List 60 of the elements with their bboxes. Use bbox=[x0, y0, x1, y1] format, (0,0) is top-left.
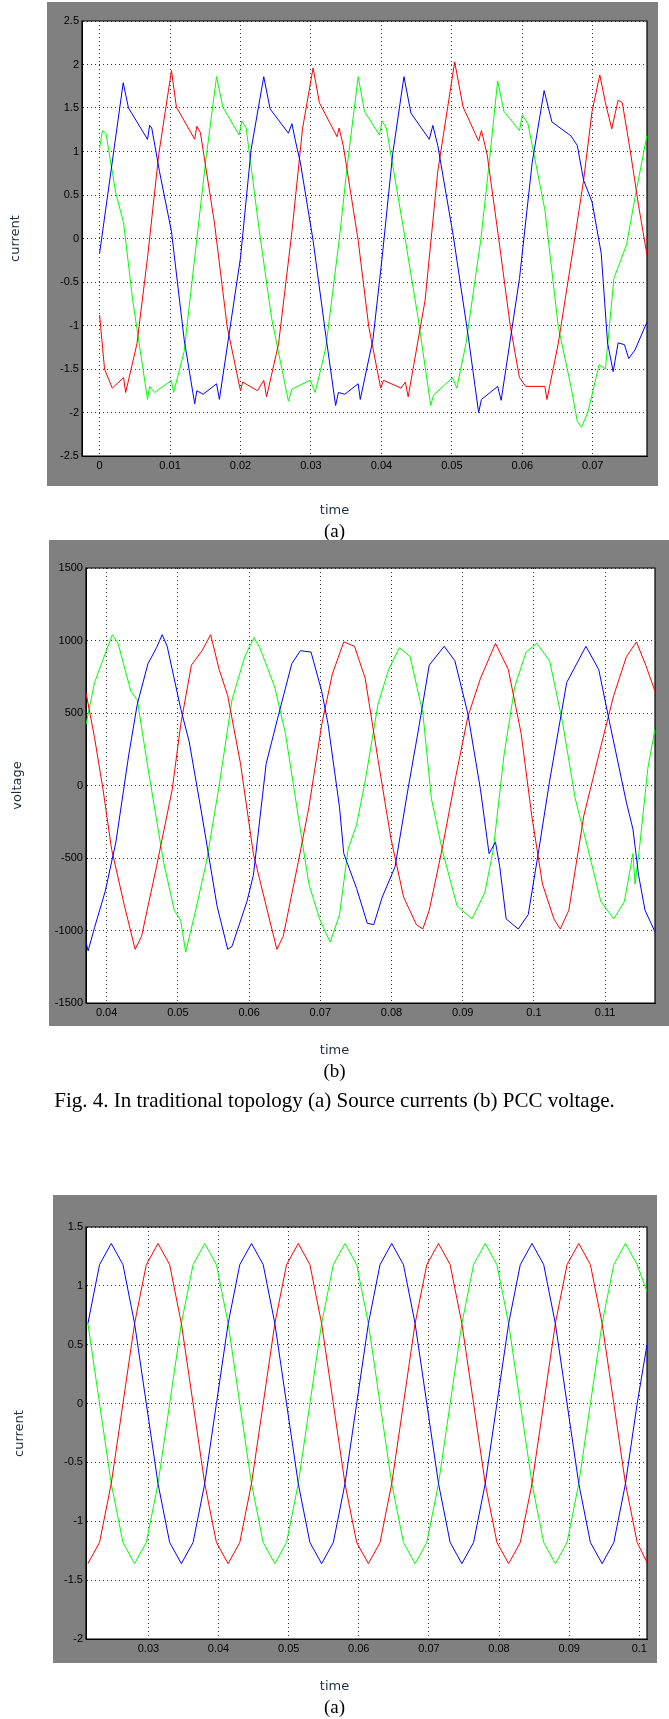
x-tick-label: 0.07 bbox=[582, 458, 604, 471]
x-tick-label: 0.07 bbox=[309, 1005, 332, 1018]
y-tick-label: 1.5 bbox=[63, 101, 79, 114]
text: (a) bbox=[322, 1696, 347, 1718]
y-tick-label: -1000 bbox=[54, 923, 83, 936]
y-tick-label: -0.5 bbox=[64, 1455, 83, 1468]
y-tick-label: 1 bbox=[72, 144, 79, 157]
y-tick-label: 0 bbox=[72, 231, 79, 244]
x-tick-label: 0.02 bbox=[229, 458, 252, 471]
x-tick-label: 0.1 bbox=[631, 1641, 647, 1654]
y-tick-label: 0.5 bbox=[67, 1337, 83, 1350]
y-tick-label: -1.5 bbox=[60, 362, 79, 375]
y-tick-label: 1.5 bbox=[67, 1220, 83, 1233]
x-tick-label: 0.09 bbox=[452, 1005, 474, 1018]
y-tick-label: 0 bbox=[76, 778, 83, 791]
y-tick-label: -2 bbox=[69, 405, 79, 418]
x-axis-title: time bbox=[318, 1041, 351, 1059]
x-tick-label: 0.08 bbox=[380, 1005, 403, 1018]
y-axis-title: current bbox=[10, 1409, 26, 1457]
y-tick-label: 0 bbox=[76, 1396, 83, 1409]
x-tick-label: 0.11 bbox=[594, 1005, 616, 1018]
x-tick-label: 0.06 bbox=[348, 1641, 370, 1654]
y-tick-label: -0.5 bbox=[60, 275, 79, 288]
y-tick-label: -2.5 bbox=[60, 449, 79, 462]
text: (a) bbox=[322, 520, 347, 542]
x-tick-label: 0.09 bbox=[558, 1641, 580, 1654]
x-tick-label: 0.04 bbox=[207, 1641, 230, 1654]
x-tick-label: 0.03 bbox=[137, 1641, 160, 1654]
y-tick-label: 1500 bbox=[58, 561, 83, 574]
y-tick-label: -1 bbox=[73, 1514, 83, 1527]
y-tick-label: -1500 bbox=[54, 996, 83, 1009]
x-tick-label: 0.05 bbox=[277, 1641, 300, 1654]
x-tick-label: 0.04 bbox=[95, 1005, 118, 1018]
x-tick-label: 0.07 bbox=[418, 1641, 440, 1654]
caption: Fig. 4. In traditional topology (a) Source currents (b) PCC voltage. bbox=[53, 1088, 616, 1113]
y-tick-label: 2.5 bbox=[63, 14, 79, 27]
x-tick-label: 0.05 bbox=[167, 1005, 189, 1018]
y-tick-label: -1.5 bbox=[64, 1573, 83, 1586]
y-tick-label: 1000 bbox=[58, 633, 83, 646]
y-tick-label: 0.5 bbox=[63, 188, 79, 201]
x-tick-label: 0.08 bbox=[488, 1641, 510, 1654]
x-tick-label: 0.04 bbox=[370, 458, 393, 471]
x-tick-label: 0.03 bbox=[300, 458, 322, 471]
x-tick-label: 0.06 bbox=[238, 1005, 260, 1018]
y-tick-label: -500 bbox=[60, 851, 83, 864]
x-axis-title: time bbox=[318, 501, 351, 519]
x-tick-label: 0.06 bbox=[511, 458, 534, 471]
x-tick-label: 0 bbox=[96, 458, 103, 471]
y-tick-label: -2 bbox=[73, 1632, 83, 1645]
x-tick-label: 0.05 bbox=[441, 458, 463, 471]
y-tick-label: 1 bbox=[76, 1278, 83, 1291]
text: (b) bbox=[322, 1060, 347, 1082]
y-axis-title: voltage bbox=[8, 761, 24, 810]
y-tick-label: 2 bbox=[72, 57, 79, 70]
x-tick-label: 0.01 bbox=[159, 458, 181, 471]
x-axis-title: time bbox=[318, 1677, 351, 1695]
y-tick-label: -1 bbox=[69, 318, 79, 331]
y-tick-label: 500 bbox=[64, 706, 83, 719]
y-axis-title: current bbox=[6, 215, 22, 262]
x-tick-label: 0.1 bbox=[526, 1005, 542, 1018]
